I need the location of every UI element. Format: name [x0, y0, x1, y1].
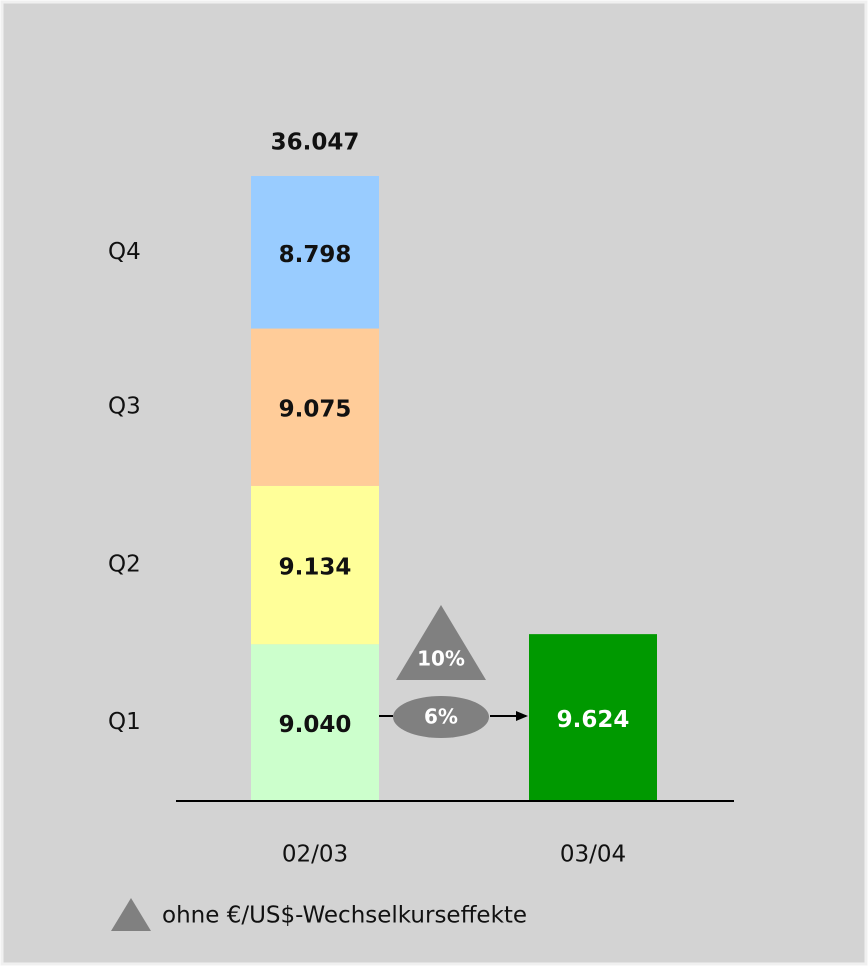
- x-tick-label: 03/04: [560, 842, 626, 868]
- fx-growth-label: 10%: [417, 647, 465, 671]
- value-label: 9.134: [279, 555, 352, 581]
- bar-segment: [251, 485, 379, 645]
- bar-segment: [251, 644, 379, 801]
- bar-segment: [251, 176, 379, 329]
- legend-label: Q2: [108, 552, 141, 578]
- legend-label: Q1: [108, 709, 141, 735]
- value-label: 9.624: [557, 707, 630, 733]
- legend-label: Q4: [108, 239, 141, 265]
- value-label: 9.075: [279, 397, 352, 423]
- fx-triangle: [396, 605, 486, 680]
- note: ohne €/US$-Wechselkurseffekte: [162, 903, 527, 929]
- growth-label: 6%: [424, 705, 458, 729]
- x-tick-label: 02/03: [282, 842, 348, 868]
- value-label: 9.040: [279, 712, 352, 738]
- legend-triangle: [111, 898, 151, 931]
- value-label: 8.798: [279, 242, 352, 268]
- total-label: 36.047: [271, 130, 360, 156]
- legend-label: Q3: [108, 394, 141, 420]
- growth-ellipse: [393, 696, 489, 738]
- bar-segment: [529, 634, 657, 801]
- bar-segment: [251, 328, 379, 486]
